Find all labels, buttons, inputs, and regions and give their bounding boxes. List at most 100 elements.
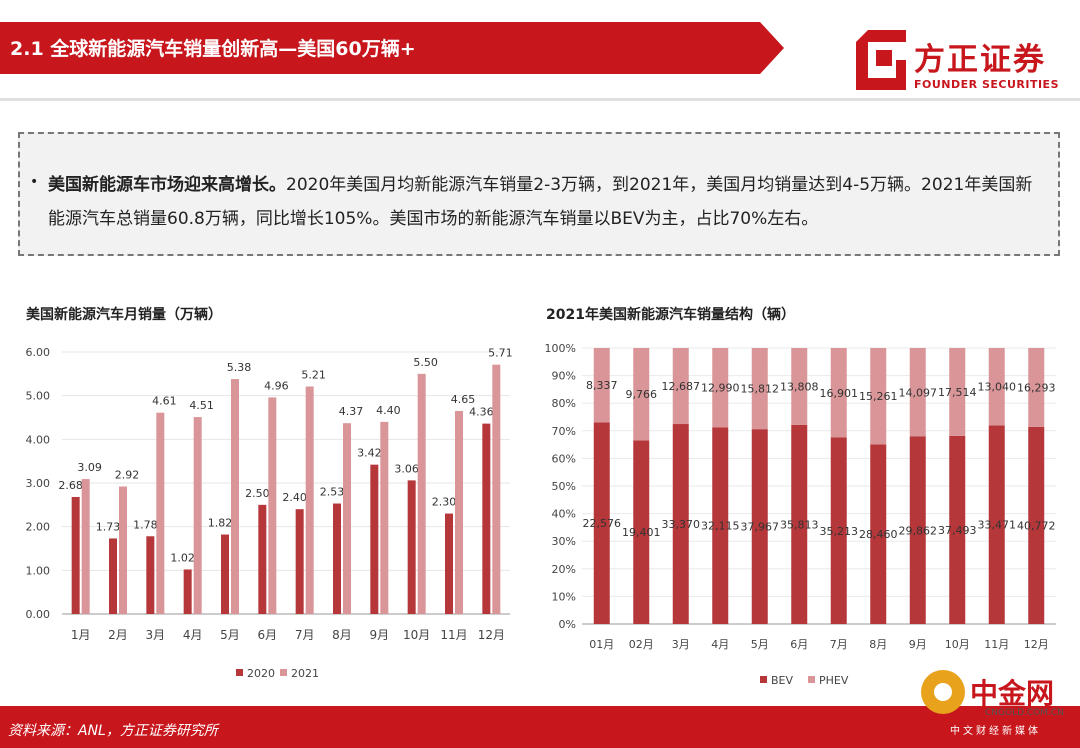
x-tick-label: 02月	[629, 638, 654, 651]
header-arrow	[760, 22, 784, 74]
bar-2021	[193, 417, 202, 614]
y-tick-label: 3.00	[26, 477, 51, 490]
data-label-2020: 3.42	[357, 447, 382, 460]
data-label-PHEV: 12,687	[662, 380, 701, 393]
bar-2020	[258, 504, 267, 614]
watermark-name: 中金网	[970, 677, 1055, 710]
x-tick-label: 2月	[108, 628, 128, 642]
source-note: 资料来源：ANL，方正证券研究所	[8, 723, 218, 739]
data-label-BEV: 32,115	[701, 520, 740, 533]
x-tick-label: 6月	[790, 638, 808, 651]
data-label-BEV: 33,370	[662, 518, 701, 531]
data-label-PHEV: 17,514	[938, 386, 977, 399]
data-label-PHEV: 15,812	[741, 383, 780, 396]
founder-logo-icon	[856, 30, 906, 90]
data-label-2021: 4.40	[376, 404, 401, 417]
summary-highlight: 美国新能源车市场迎来高增长。	[48, 175, 286, 195]
data-label-2021: 5.71	[488, 347, 513, 360]
data-label-2021: 4.96	[264, 379, 289, 392]
x-tick-label: 5月	[751, 638, 769, 651]
x-tick-label: 4月	[711, 638, 729, 651]
bar-2021	[305, 386, 314, 614]
legend-swatch-PHEV	[808, 676, 815, 683]
data-label-PHEV: 16,293	[1017, 381, 1056, 394]
y-tick-label: 0.00	[26, 608, 51, 621]
bar-BEV	[909, 436, 926, 624]
y-tick-label: 1.00	[26, 564, 51, 577]
bar-2020	[482, 423, 491, 614]
bar-BEV	[830, 437, 847, 624]
bar-BEV	[791, 424, 808, 624]
x-tick-label: 9月	[370, 628, 390, 642]
data-label-2020: 3.06	[394, 462, 419, 475]
bar-2020	[407, 480, 416, 614]
bar-2020	[183, 569, 192, 614]
y-tick-label: 80%	[552, 397, 576, 410]
bar-PHEV	[712, 348, 729, 428]
data-label-BEV: 29,862	[899, 524, 938, 537]
y-tick-label: 90%	[552, 370, 576, 383]
x-tick-label: 4月	[183, 628, 203, 642]
y-tick-label: 6.00	[26, 346, 51, 359]
x-tick-label: 6月	[258, 628, 278, 642]
bar-PHEV	[593, 348, 610, 423]
data-label-2020: 2.50	[245, 487, 270, 500]
bar-PHEV	[909, 348, 926, 437]
data-label-BEV: 37,493	[938, 524, 977, 537]
bar-BEV	[870, 444, 887, 624]
data-label-PHEV: 13,040	[978, 381, 1017, 394]
data-label-2021: 4.65	[451, 393, 476, 406]
x-tick-label: 5月	[220, 628, 240, 642]
bar-PHEV	[949, 348, 966, 436]
data-label-BEV: 35,813	[780, 518, 819, 531]
data-label-2020: 2.68	[58, 479, 83, 492]
legend-swatch-BEV	[760, 676, 767, 683]
x-tick-label: 7月	[830, 638, 848, 651]
data-label-PHEV: 14,097	[899, 386, 938, 399]
data-label-2020: 1.73	[96, 520, 121, 533]
data-label-2020: 1.02	[170, 551, 195, 564]
data-label-2021: 5.21	[301, 368, 326, 381]
data-label-BEV: 22,576	[583, 517, 622, 530]
bar-2020	[370, 464, 379, 614]
bar-2021	[455, 410, 463, 614]
data-label-BEV: 40,772	[1017, 519, 1056, 532]
data-label-2020: 1.78	[133, 518, 158, 531]
y-tick-label: 100%	[545, 342, 576, 355]
bar-2021	[156, 412, 165, 614]
x-tick-label: 12月	[478, 628, 505, 642]
y-tick-label: 60%	[552, 452, 576, 465]
legend-label-2020: 2020	[247, 667, 275, 680]
watermark-url: CNGOLD.COM.CN	[985, 708, 1064, 718]
bar-PHEV	[633, 348, 650, 441]
watermark-subtitle: 中文财经新媒体	[950, 726, 1041, 737]
bar-2021	[343, 423, 351, 614]
bar-2020	[146, 536, 155, 614]
y-tick-label: 40%	[552, 508, 576, 521]
data-label-BEV: 28,460	[859, 528, 898, 541]
bar-BEV	[988, 425, 1005, 624]
x-tick-label: 9月	[909, 638, 927, 651]
data-label-2020: 2.53	[320, 486, 345, 499]
bullet-icon: •	[30, 174, 39, 190]
bar-2020	[109, 538, 117, 614]
x-tick-label: 11月	[440, 628, 467, 642]
bar-PHEV	[751, 348, 768, 430]
header-band	[0, 22, 760, 74]
bar-2021	[380, 421, 389, 614]
bar-2020	[221, 534, 229, 614]
data-label-2021: 3.09	[77, 461, 102, 474]
data-label-2021: 5.38	[227, 361, 252, 374]
data-label-PHEV: 9,766	[626, 388, 658, 401]
bar-PHEV	[791, 348, 808, 425]
bar-2020	[295, 509, 304, 614]
data-label-PHEV: 13,808	[780, 380, 819, 393]
data-label-BEV: 37,967	[741, 521, 780, 534]
x-tick-label: 11月	[984, 638, 1009, 651]
legend-label-PHEV: PHEV	[819, 674, 849, 687]
data-label-BEV: 35,213	[820, 525, 859, 538]
bar-BEV	[593, 422, 610, 624]
y-tick-label: 0%	[559, 618, 576, 631]
y-tick-label: 70%	[552, 425, 576, 438]
summary-body: 2020年美国月均新能源汽车销量2-3万辆，到2021年，美国月均销量达到4-5…	[48, 175, 1033, 229]
